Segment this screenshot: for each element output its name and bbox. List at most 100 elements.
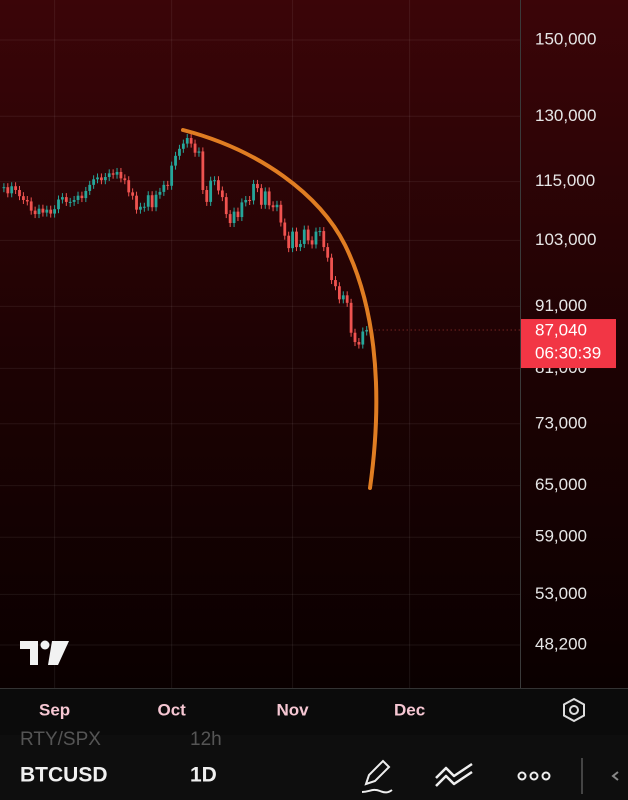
candle-body <box>154 194 158 208</box>
symbol[interactable]: BTCUSD <box>20 764 108 787</box>
candle-body <box>88 184 92 191</box>
candle-body <box>18 190 21 197</box>
scroll-arrow[interactable] <box>611 771 619 781</box>
candle-body <box>162 184 166 192</box>
candle-body <box>49 209 53 214</box>
candle-body <box>267 191 271 206</box>
candle-body <box>244 199 248 203</box>
candle-body <box>310 240 314 245</box>
interval[interactable]: 1D <box>190 764 217 787</box>
candle-body <box>33 210 37 215</box>
candle-body <box>10 186 14 194</box>
candle-body <box>279 204 283 223</box>
candle-body <box>100 177 103 181</box>
candle-body <box>337 286 341 300</box>
candle-body <box>341 295 345 300</box>
candle-body <box>197 151 201 153</box>
candle-body <box>166 184 170 186</box>
candle-body <box>224 197 228 215</box>
candle-body <box>345 295 349 303</box>
price-countdown: 06:30:39 <box>535 344 601 363</box>
candle-body <box>25 199 29 202</box>
y-tick-label: 130,000 <box>535 106 596 125</box>
indicators-button[interactable] <box>435 762 473 787</box>
candle-body <box>228 214 232 224</box>
candle-body <box>103 176 107 181</box>
candle-body <box>53 209 57 214</box>
candle-body <box>361 331 365 345</box>
candle-body <box>291 231 294 249</box>
candle-body <box>193 143 197 153</box>
candle-body <box>189 138 193 144</box>
price-label: 87,040 <box>535 321 587 340</box>
tv-logo <box>20 640 69 665</box>
candle-body <box>252 183 255 201</box>
candle-body <box>283 222 287 236</box>
more-button[interactable] <box>517 771 551 781</box>
candle-body <box>256 183 259 189</box>
candle-body <box>2 187 6 189</box>
x-axis-bar <box>0 688 628 735</box>
toolbar-row <box>0 752 628 800</box>
candle-body <box>61 197 64 200</box>
candle-body <box>41 208 45 213</box>
candle-body <box>84 190 88 199</box>
draw-button[interactable] <box>361 759 393 794</box>
candle-body <box>127 180 131 193</box>
candle-body <box>326 247 330 258</box>
candle-body <box>248 199 252 201</box>
grid <box>0 0 520 688</box>
x-tick-label: Oct <box>157 700 186 719</box>
candle-body <box>205 190 209 202</box>
candle-body <box>146 195 150 207</box>
candle-body <box>178 148 181 156</box>
candle-body <box>92 179 96 185</box>
candle-body <box>302 229 306 244</box>
candle-body <box>64 197 68 202</box>
candle-body <box>287 235 291 249</box>
candle-body <box>80 195 84 199</box>
y-tick-label: 59,000 <box>535 527 587 546</box>
candle-body <box>240 202 244 218</box>
candle-body <box>365 330 369 332</box>
drawn-arc <box>181 128 379 490</box>
x-tick-label: Sep <box>39 700 70 719</box>
candle-body <box>174 155 177 166</box>
candle-body <box>236 211 240 218</box>
candle-body <box>135 195 138 210</box>
candle-body <box>111 173 115 175</box>
candle-body <box>22 196 25 200</box>
candle-body <box>45 209 49 213</box>
candle-body <box>232 211 236 224</box>
candle-body <box>181 143 185 149</box>
candle-body <box>6 187 10 194</box>
candle-body <box>158 191 162 195</box>
candle-body <box>330 257 333 281</box>
candle-body <box>150 195 154 208</box>
y-tick-label: 73,000 <box>535 413 587 432</box>
y-tick-label: 150,000 <box>535 30 596 49</box>
candle-body <box>322 231 326 248</box>
candle-body <box>185 138 189 144</box>
candle-body <box>271 205 275 208</box>
candle-body <box>295 231 298 248</box>
candles <box>2 134 369 349</box>
candle-body <box>314 231 318 245</box>
settings-button[interactable] <box>563 697 585 723</box>
hidden-interval: 12h <box>190 729 222 750</box>
price-label-box <box>521 319 616 369</box>
candle-body <box>131 192 135 196</box>
x-tick-label: Dec <box>394 700 425 719</box>
candle-body <box>142 206 146 208</box>
candle-body <box>306 229 310 241</box>
candle-body <box>139 206 142 210</box>
candle-body <box>263 191 267 205</box>
candle-body <box>14 186 18 191</box>
y-tick-label: 48,200 <box>535 634 587 653</box>
candle-body <box>318 231 322 233</box>
candle-body <box>76 195 80 200</box>
candle-body <box>96 177 99 180</box>
candle-body <box>275 204 279 208</box>
y-tick-label: 91,000 <box>535 296 587 315</box>
